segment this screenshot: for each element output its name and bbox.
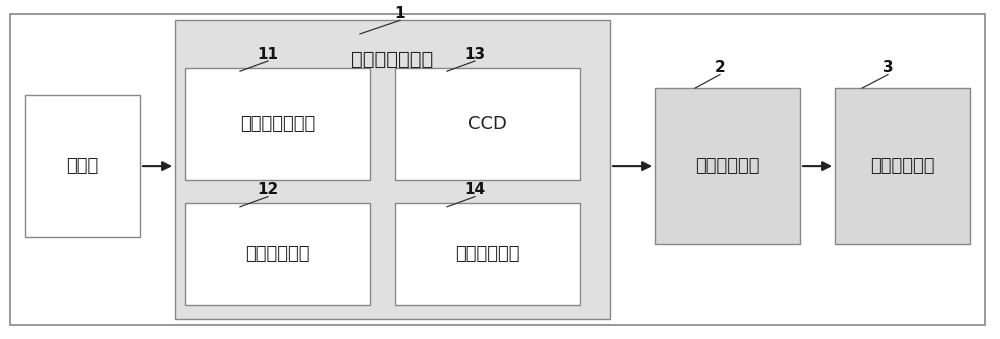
Text: 接收器透镜组: 接收器透镜组 — [455, 245, 520, 263]
Text: 3: 3 — [883, 60, 893, 75]
Bar — [185, 203, 370, 305]
Bar — [25, 95, 140, 237]
Text: 11: 11 — [258, 47, 278, 62]
Bar — [185, 68, 370, 180]
Bar — [175, 20, 610, 319]
Text: 发射器透镜组: 发射器透镜组 — [245, 245, 310, 263]
Text: 12: 12 — [257, 182, 279, 197]
Text: 2: 2 — [715, 60, 725, 75]
Text: 断路器: 断路器 — [66, 157, 99, 175]
Text: 13: 13 — [464, 47, 486, 62]
Text: 激光位移传感器: 激光位移传感器 — [351, 49, 434, 68]
Bar — [395, 203, 580, 305]
Text: 激光发射二极管: 激光发射二极管 — [240, 115, 315, 133]
Text: 数据处理单元: 数据处理单元 — [870, 157, 935, 175]
Text: 数据采集单元: 数据采集单元 — [695, 157, 760, 175]
Bar — [395, 68, 580, 180]
Bar — [835, 88, 970, 244]
Bar — [655, 88, 800, 244]
Text: CCD: CCD — [468, 115, 507, 133]
Text: 1: 1 — [395, 6, 405, 21]
Text: 14: 14 — [464, 182, 486, 197]
